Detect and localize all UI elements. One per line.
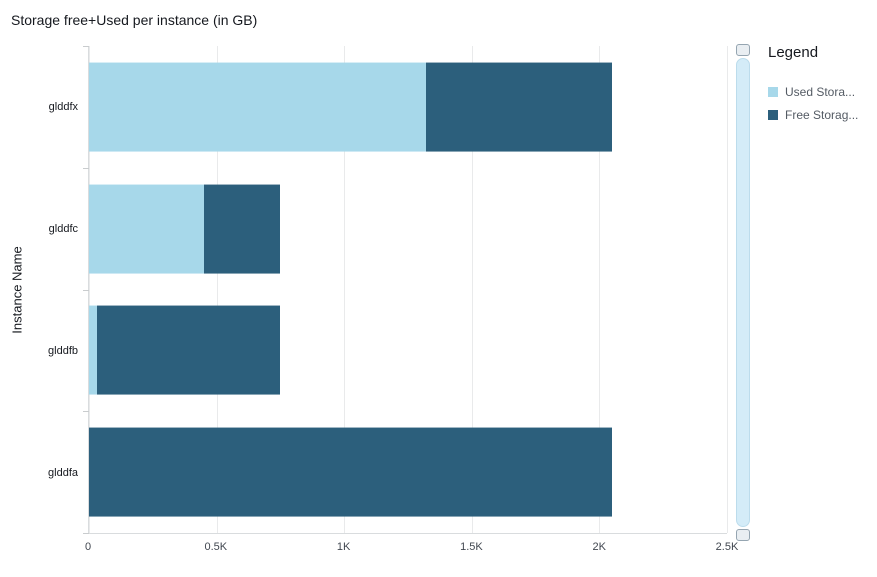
bar-segment-used-storage[interactable]: [89, 62, 426, 152]
legend-swatch-free-storage-icon: [768, 110, 778, 120]
bar-segment-used-storage[interactable]: [89, 184, 204, 274]
legend-swatch-used-storage-icon: [768, 87, 778, 97]
bar-glddfb[interactable]: [89, 305, 727, 395]
chart-title: Storage free+Used per instance (in GB): [11, 12, 258, 28]
gridline: [216, 46, 218, 533]
bar-segment-free-storage[interactable]: [89, 427, 613, 517]
x-axis-tick-label: 1K: [336, 541, 351, 553]
legend-item-used-storage[interactable]: Used Stora...: [768, 85, 874, 99]
legend-label-used-storage: Used Stora...: [785, 85, 856, 99]
plot-area: [83, 46, 728, 534]
y-axis-category-labels: glddfx glddfc glddfb glddfa: [0, 46, 78, 534]
y-axis-category-label: glddfx: [48, 101, 78, 113]
gridline: [471, 46, 473, 533]
bar-segment-used-storage[interactable]: [89, 305, 97, 395]
gridline: [599, 46, 601, 533]
y-axis-tick: [83, 167, 89, 169]
x-axis-tick-label: 2K: [592, 541, 606, 553]
y-axis-tick: [83, 289, 89, 291]
x-axis-tick-label: 1.5K: [460, 541, 483, 553]
bar-segment-free-storage[interactable]: [96, 305, 281, 395]
scrollbar-bottom-cap[interactable]: [736, 529, 750, 541]
gridline: [89, 46, 90, 533]
x-axis-tick-label: 0.5K: [204, 541, 228, 553]
y-axis-tick: [83, 411, 89, 413]
chart-scrollbar[interactable]: [735, 44, 751, 541]
gridline: [344, 46, 346, 533]
bar-segment-free-storage[interactable]: [425, 62, 613, 152]
scrollbar-top-cap[interactable]: [736, 44, 750, 56]
x-axis-tick-label: 0: [84, 541, 92, 553]
bar-glddfa[interactable]: [89, 427, 727, 517]
x-axis-tick-label: 2.5K: [715, 541, 739, 553]
x-axis-tick-labels: 0 0.5K 1K 1.5K 2K 2.5K: [84, 541, 738, 557]
legend-label-free-storage: Free Storag...: [785, 108, 859, 122]
legend-item-free-storage[interactable]: Free Storag...: [768, 108, 874, 122]
y-axis-category-label: glddfb: [48, 345, 78, 357]
scrollbar-thumb[interactable]: [736, 58, 750, 527]
y-axis-category-label: glddfc: [48, 223, 78, 235]
bar-segment-free-storage[interactable]: [203, 184, 281, 274]
bar-glddfc[interactable]: [89, 184, 727, 274]
gridline: [727, 46, 728, 533]
bar-glddfx[interactable]: [89, 62, 727, 152]
y-axis-tick: [83, 533, 89, 534]
y-axis-category-label: glddfa: [48, 467, 78, 479]
legend-title: Legend: [768, 44, 819, 61]
legend: Legend Used Stora... Free Storag...: [768, 44, 874, 131]
y-axis-tick: [83, 46, 89, 47]
